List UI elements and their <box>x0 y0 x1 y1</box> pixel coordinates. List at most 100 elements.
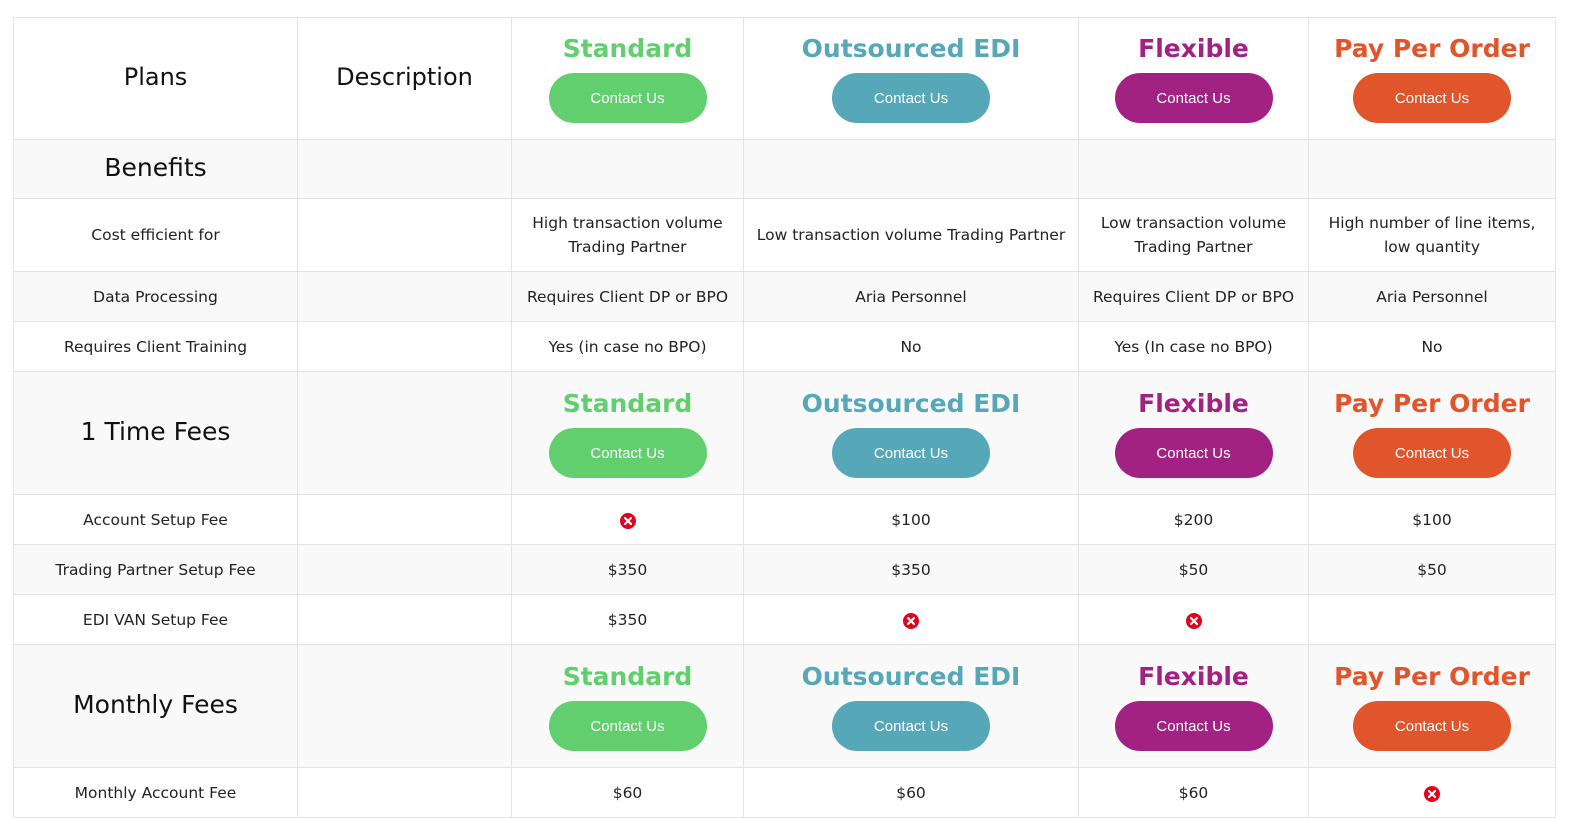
section-row-benefits: Benefits <box>13 139 1556 199</box>
value-cell: $200 <box>1078 494 1309 545</box>
description-cell <box>297 644 512 768</box>
description-cell <box>297 198 512 272</box>
plan-header-standard: Standard Contact Us <box>511 371 744 495</box>
section-title-monthly-fees: Monthly Fees <box>73 689 238 719</box>
table-row: Requires Client Training Yes (in case no… <box>13 321 1556 372</box>
table-row: Trading Partner Setup Fee $350 $350 $50 … <box>13 544 1556 595</box>
contact-us-button-flexible[interactable]: Contact Us <box>1114 427 1273 478</box>
description-header-label: Description <box>336 63 473 91</box>
value-cell: High transaction volume Trading Partner <box>511 198 744 272</box>
plan-name-pay-per-order: Pay Per Order <box>1334 661 1530 691</box>
plan-name-standard: Standard <box>562 34 693 63</box>
pricing-table-container: Plans Description Standard Contact Us Out… <box>13 17 1556 818</box>
table-row: Monthly Account Fee $60 $60 $60 <box>13 767 1556 818</box>
contact-us-button-pay-per-order[interactable]: Contact Us <box>1353 700 1511 751</box>
row-label: Account Setup Fee <box>13 494 298 545</box>
plan-header-pay-per-order: Pay Per Order Contact Us <box>1308 644 1556 768</box>
x-icon <box>619 512 636 529</box>
value-cell: $60 <box>743 767 1079 818</box>
value-cell: No <box>1308 321 1556 372</box>
row-label: Trading Partner Setup Fee <box>13 544 298 595</box>
table-row: Account Setup Fee $100 $200 $100 <box>13 494 1556 545</box>
contact-us-button-outsourced-edi[interactable]: Contact Us <box>832 427 990 478</box>
row-label: Cost efficient for <box>13 198 298 272</box>
value-cell: No <box>743 321 1079 372</box>
value-cell: Yes (In case no BPO) <box>1078 321 1309 372</box>
plans-header-label: Plans <box>123 63 188 91</box>
table-row: Data Processing Requires Client DP or BP… <box>13 271 1556 322</box>
section-title-cell: Benefits <box>13 139 298 199</box>
plan-name-standard: Standard <box>562 661 693 691</box>
section-title-benefits: Benefits <box>104 152 207 182</box>
plan-name-standard: Standard <box>562 388 693 418</box>
value-cell <box>1308 594 1556 645</box>
description-cell <box>297 271 512 322</box>
plan-header-flexible: Flexible Contact Us <box>1078 17 1309 140</box>
contact-us-button-pay-per-order[interactable]: Contact Us <box>1353 73 1511 123</box>
value-cell <box>511 494 744 545</box>
plan-header-flexible: Flexible Contact Us <box>1078 644 1309 768</box>
plan-name-flexible: Flexible <box>1138 388 1249 418</box>
value-cell: $100 <box>1308 494 1556 545</box>
plan-name-outsourced-edi: Outsourced EDI <box>801 388 1021 418</box>
header-row: Plans Description Standard Contact Us Out… <box>13 17 1556 140</box>
plan-header-standard: Standard Contact Us <box>511 644 744 768</box>
plan-header-flexible: Flexible Contact Us <box>1078 371 1309 495</box>
section-title-cell: 1 Time Fees <box>13 371 298 495</box>
value-cell <box>1078 594 1309 645</box>
x-icon <box>1424 785 1440 802</box>
plans-header: Plans <box>13 17 298 140</box>
description-header: Description <box>297 17 512 140</box>
contact-us-button-standard[interactable]: Contact Us <box>548 73 707 123</box>
value-cell: $350 <box>743 544 1079 595</box>
value-cell: Low transaction volume Trading Partner <box>1078 198 1309 272</box>
x-icon <box>903 612 919 629</box>
value-cell: $60 <box>511 767 744 818</box>
contact-us-button-outsourced-edi[interactable]: Contact Us <box>832 700 990 751</box>
value-cell: High number of line items, low quantity <box>1308 198 1556 272</box>
contact-us-button-pay-per-order[interactable]: Contact Us <box>1353 427 1511 478</box>
value-cell: $350 <box>511 544 744 595</box>
plan-name-pay-per-order: Pay Per Order <box>1334 34 1530 63</box>
plan-header-outsourced-edi: Outsourced EDI Contact Us <box>743 17 1079 140</box>
plan-name-outsourced-edi: Outsourced EDI <box>801 661 1021 691</box>
x-icon <box>1185 612 1202 629</box>
plan-name-flexible: Flexible <box>1138 661 1249 691</box>
value-cell: $50 <box>1078 544 1309 595</box>
table-row: Cost efficient for High transaction volu… <box>13 198 1556 272</box>
value-cell: $60 <box>1078 767 1309 818</box>
plan-name-outsourced-edi: Outsourced EDI <box>801 34 1021 63</box>
description-cell <box>297 494 512 545</box>
description-cell <box>297 321 512 372</box>
value-cell: $50 <box>1308 544 1556 595</box>
section-row-monthly-fees: Monthly Fees Standard Contact Us Outsourc… <box>13 644 1556 768</box>
value-cell: $100 <box>743 494 1079 545</box>
plan-header-pay-per-order: Pay Per Order Contact Us <box>1308 371 1556 495</box>
row-label: Monthly Account Fee <box>13 767 298 818</box>
section-row-one-time-fees: 1 Time Fees Standard Contact Us Outsource… <box>13 371 1556 495</box>
contact-us-button-standard[interactable]: Contact Us <box>548 427 707 478</box>
plan-header-outsourced-edi: Outsourced EDI Contact Us <box>743 371 1079 495</box>
value-cell <box>1308 767 1556 818</box>
value-cell: $350 <box>511 594 744 645</box>
contact-us-button-outsourced-edi[interactable]: Contact Us <box>832 73 990 123</box>
value-cell: Aria Personnel <box>1308 271 1556 322</box>
row-label: EDI VAN Setup Fee <box>13 594 298 645</box>
description-cell <box>297 371 512 495</box>
plan-header-outsourced-edi: Outsourced EDI Contact Us <box>743 644 1079 768</box>
plan-name-pay-per-order: Pay Per Order <box>1334 388 1530 418</box>
value-cell: Requires Client DP or BPO <box>1078 271 1309 322</box>
description-cell <box>297 544 512 595</box>
plan-header-standard: Standard Contact Us <box>511 17 744 140</box>
value-cell: Low transaction volume Trading Partner <box>743 198 1079 272</box>
value-cell <box>743 594 1079 645</box>
contact-us-button-flexible[interactable]: Contact Us <box>1114 73 1273 123</box>
contact-us-button-flexible[interactable]: Contact Us <box>1114 700 1273 751</box>
table-row: EDI VAN Setup Fee $350 <box>13 594 1556 645</box>
row-label: Requires Client Training <box>13 321 298 372</box>
row-label: Data Processing <box>13 271 298 322</box>
value-cell: Requires Client DP or BPO <box>511 271 744 322</box>
pricing-comparison-table: Plans Description Standard Contact Us Out… <box>13 17 1556 818</box>
contact-us-button-standard[interactable]: Contact Us <box>548 700 707 751</box>
description-cell <box>297 594 512 645</box>
